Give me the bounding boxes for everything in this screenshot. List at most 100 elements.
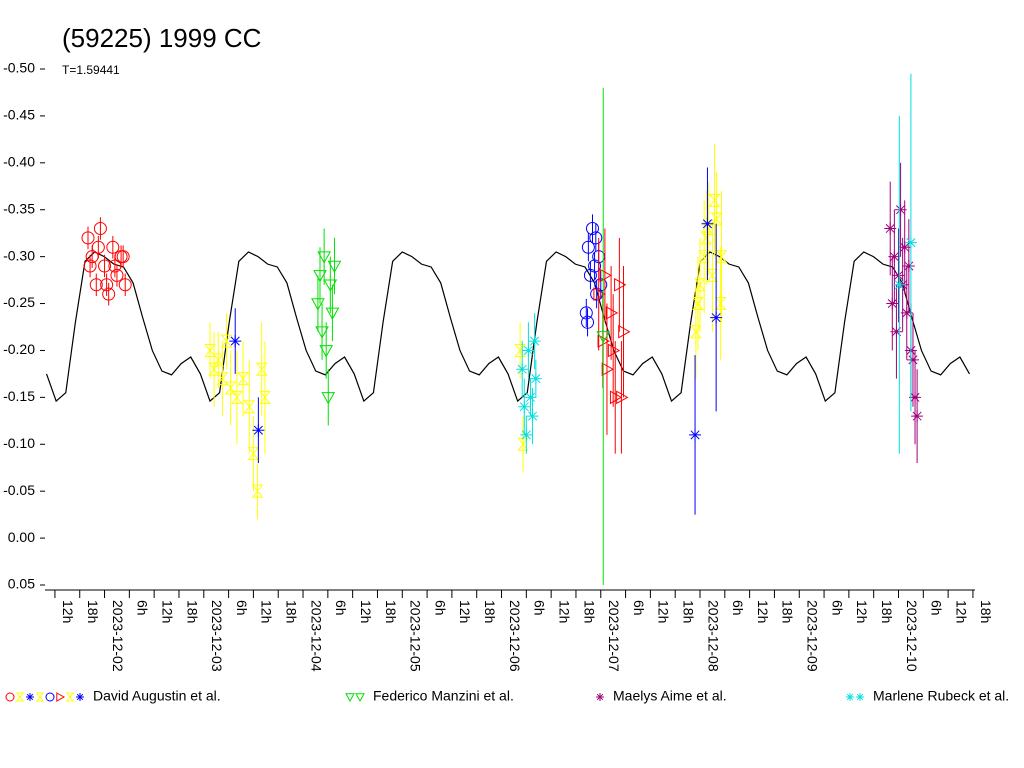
legend-icon	[65, 692, 75, 702]
data-point	[98, 259, 112, 273]
data-point	[237, 372, 249, 386]
data-point	[91, 240, 105, 254]
data-point	[701, 217, 714, 230]
x-tick-label: 2023-12-03	[209, 600, 225, 672]
x-tick-label: 18h	[581, 600, 597, 623]
legend-icon	[345, 693, 355, 703]
data-point	[694, 278, 706, 292]
data-point	[614, 277, 627, 292]
legend-icon	[596, 693, 604, 701]
data-point	[204, 343, 216, 357]
data-point	[594, 278, 608, 292]
data-point	[601, 362, 614, 377]
data-point	[229, 335, 242, 348]
data-point	[116, 250, 130, 264]
legend-label: Federico Manzini et al.	[373, 688, 514, 704]
x-tick-label: 18h	[978, 600, 994, 623]
y-tick-label: -0.30	[3, 247, 35, 263]
x-tick-label: 6h	[234, 600, 250, 616]
data-point	[243, 400, 256, 414]
data-point	[596, 331, 611, 344]
legend-icon	[856, 693, 864, 701]
x-tick-label: 12h	[457, 600, 473, 623]
x-tick-label: 18h	[780, 600, 796, 623]
legend-icon	[15, 692, 25, 702]
data-point	[616, 390, 629, 405]
x-tick-label: 18h	[383, 600, 399, 623]
data-point	[579, 306, 593, 320]
data-point	[888, 250, 901, 263]
data-point	[518, 400, 531, 413]
chart-subtitle: T=1.59441	[62, 63, 120, 77]
data-point	[890, 325, 903, 338]
data-point	[323, 279, 338, 292]
x-tick-label: 12h	[259, 600, 275, 623]
y-tick-label: 0.05	[8, 576, 35, 592]
data-point	[605, 306, 619, 320]
data-point	[593, 287, 606, 302]
x-tick-label: 18h	[879, 600, 895, 623]
x-tick-label: 6h	[730, 600, 746, 616]
data-point	[900, 306, 913, 319]
data-point	[220, 334, 233, 348]
x-tick-label: 2023-12-04	[308, 600, 324, 672]
data-point	[526, 410, 539, 423]
data-point	[516, 363, 529, 376]
data-point	[894, 203, 907, 216]
data-point	[247, 447, 260, 461]
x-tick-label: 2023-12-07	[606, 600, 622, 672]
data-point	[585, 221, 599, 235]
x-tick-label: 18h	[85, 600, 101, 623]
x-tick-label: 6h	[432, 600, 448, 616]
legend-icon	[76, 693, 84, 701]
x-tick-label: 18h	[482, 600, 498, 623]
x-tick-label: 2023-12-02	[110, 600, 126, 672]
x-tick-label: 2023-12-05	[408, 600, 424, 672]
data-point	[893, 278, 906, 291]
legend-icon	[26, 693, 34, 701]
data-point	[911, 410, 924, 423]
y-tick-label: -0.40	[3, 154, 35, 170]
x-tick-label: 12h	[854, 600, 870, 623]
data-point	[689, 428, 702, 441]
legend-label: Maelys Aime et al.	[613, 688, 727, 704]
y-tick-label: -0.50	[3, 60, 35, 76]
data-point	[83, 259, 97, 273]
data-point	[93, 221, 107, 235]
x-tick-label: 6h	[631, 600, 647, 616]
x-tick-label: 6h	[929, 600, 945, 616]
x-tick-label: 2023-12-09	[805, 600, 821, 672]
data-point	[108, 259, 122, 273]
x-tick-label: 12h	[358, 600, 374, 623]
legend-icon	[5, 692, 15, 702]
data-point	[892, 269, 905, 282]
data-point	[106, 240, 120, 254]
data-point	[698, 250, 710, 264]
data-point	[259, 390, 271, 404]
x-tick-label: 12h	[953, 600, 969, 623]
x-tick-label: 18h	[184, 600, 200, 623]
x-tick-label: 2023-12-08	[705, 600, 721, 672]
y-tick-label: -0.35	[3, 200, 35, 216]
data-point	[898, 241, 911, 254]
data-point	[599, 268, 612, 283]
chart-title: (59225) 1999 CC	[62, 23, 261, 53]
x-tick-label: 12h	[755, 600, 771, 623]
data-point	[251, 484, 264, 498]
data-point	[81, 231, 95, 245]
data-point	[581, 315, 595, 329]
y-tick-label: 0.00	[8, 529, 35, 545]
legend-icon	[355, 693, 365, 703]
data-point	[252, 424, 265, 437]
data-point	[618, 324, 631, 339]
legend-icon	[45, 692, 55, 702]
x-tick-label: 12h	[60, 600, 76, 623]
data-point	[706, 268, 719, 282]
data-point	[520, 428, 533, 441]
data-point	[313, 270, 327, 283]
x-tick-label: 6h	[829, 600, 845, 616]
data-point	[884, 222, 897, 235]
legend-icon	[35, 692, 45, 702]
data-point	[528, 335, 541, 348]
